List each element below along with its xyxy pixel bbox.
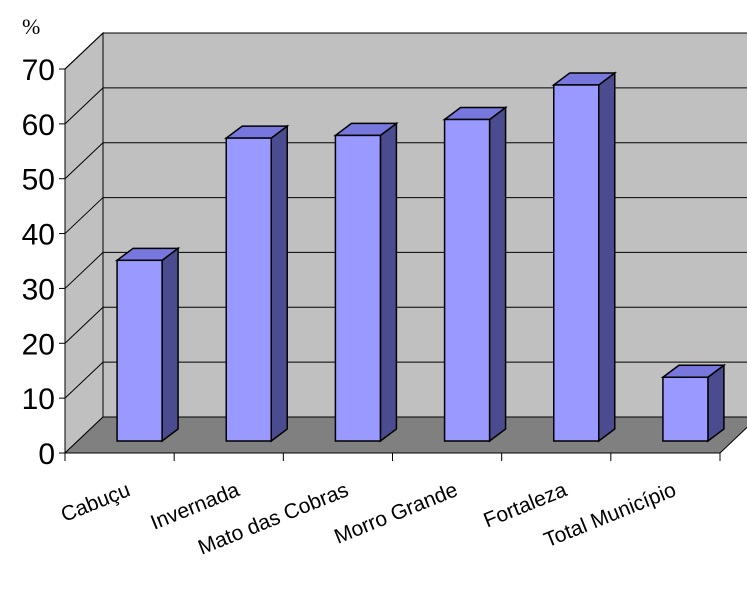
y-tick-label: 60 [22, 109, 55, 142]
bar-side [270, 124, 288, 443]
bar-front [116, 259, 163, 442]
y-tick-label: 40 [22, 219, 55, 252]
gridline [64, 251, 747, 289]
bar-front [443, 118, 491, 442]
bar-front [662, 376, 709, 442]
axes [59, 68, 721, 461]
bar [333, 121, 399, 443]
bar [223, 124, 290, 443]
side-wall [64, 31, 104, 455]
bar-front [553, 84, 600, 442]
gridline [64, 32, 747, 70]
y-tick-labels: 0 10 20 30 40 50 60 70 [22, 54, 55, 471]
bar [660, 363, 727, 443]
y-tick-label: 0 [38, 438, 55, 471]
bar-side [488, 105, 507, 443]
bar-side [379, 121, 398, 443]
bar [442, 105, 508, 443]
x-category-label: Cabuçu [58, 478, 134, 526]
gridline [64, 306, 747, 344]
bar-side [707, 363, 725, 443]
gridlines [64, 32, 747, 399]
bars [114, 71, 727, 443]
bar-side [598, 71, 616, 443]
y-tick-label: 10 [22, 383, 55, 416]
bar-front [225, 137, 272, 442]
back-wall [102, 32, 747, 418]
bar [551, 71, 617, 443]
bar-side [161, 246, 179, 443]
gridline [64, 87, 747, 125]
y-tick-label: 20 [22, 328, 55, 361]
gridline [64, 361, 747, 399]
gridline [64, 197, 747, 234]
y-tick-label: 70 [22, 54, 55, 87]
y-tick-label: 50 [22, 164, 55, 197]
y-axis-unit-label: % [22, 14, 40, 39]
gridline [64, 142, 747, 180]
bar [114, 246, 181, 443]
y-tick-label: 30 [22, 273, 55, 306]
x-category-label: Morro Grande [331, 478, 461, 548]
bar-front [334, 134, 382, 442]
